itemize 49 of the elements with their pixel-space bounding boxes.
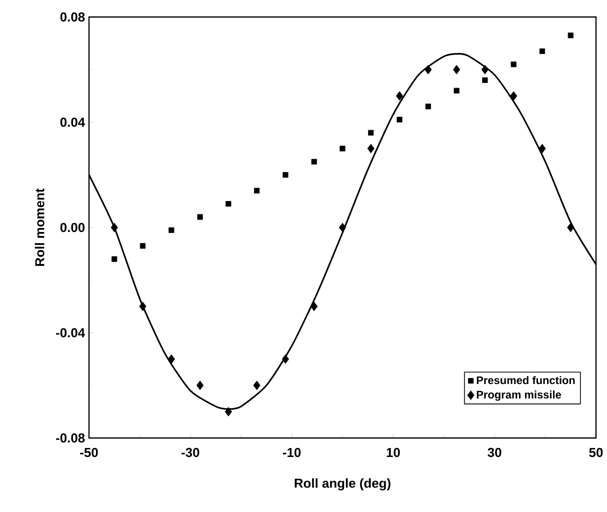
x-tick-label: -10 [282,448,301,458]
y-tick-label: 0.08 [60,12,85,22]
point [453,64,460,74]
point [425,104,431,110]
point [338,222,346,232]
point [482,77,488,83]
point [310,302,318,312]
point [481,64,489,74]
point [368,130,374,136]
point [568,32,574,38]
point [340,146,346,152]
legend-label: Presumed function [476,376,575,384]
y-axis-title: Roll moment [34,188,44,266]
point [168,354,175,364]
point [282,172,288,178]
x-tick-label: 50 [589,448,603,458]
y-tick-label: 0.00 [60,222,85,232]
point [510,62,516,68]
point [510,91,518,101]
point [224,407,232,416]
point [311,158,317,165]
point [254,188,260,194]
y-tick-label: 0.04 [60,118,86,127]
point [454,88,460,94]
point [196,380,204,390]
point [282,354,290,364]
x-tick-label: -50 [80,448,98,458]
point [396,91,404,101]
point [110,222,118,232]
point [112,256,118,262]
point [539,48,546,54]
point [139,302,146,312]
point [567,222,574,232]
x-tick-label: 10 [386,448,400,458]
point [197,214,203,220]
x-tick-label: -30 [182,448,200,458]
point [424,64,432,74]
x-tick-label: 30 [488,448,502,458]
x-axis-title: Roll angle (deg) [294,478,390,490]
legend-label: Program missile [476,390,562,401]
point [396,116,402,122]
y-tick-label: -0.04 [56,328,86,338]
point [253,380,260,390]
point [168,227,174,233]
point [367,144,374,154]
point [226,201,232,207]
point [140,243,146,249]
point [538,144,546,154]
y-tick-label: -0.08 [56,433,85,443]
